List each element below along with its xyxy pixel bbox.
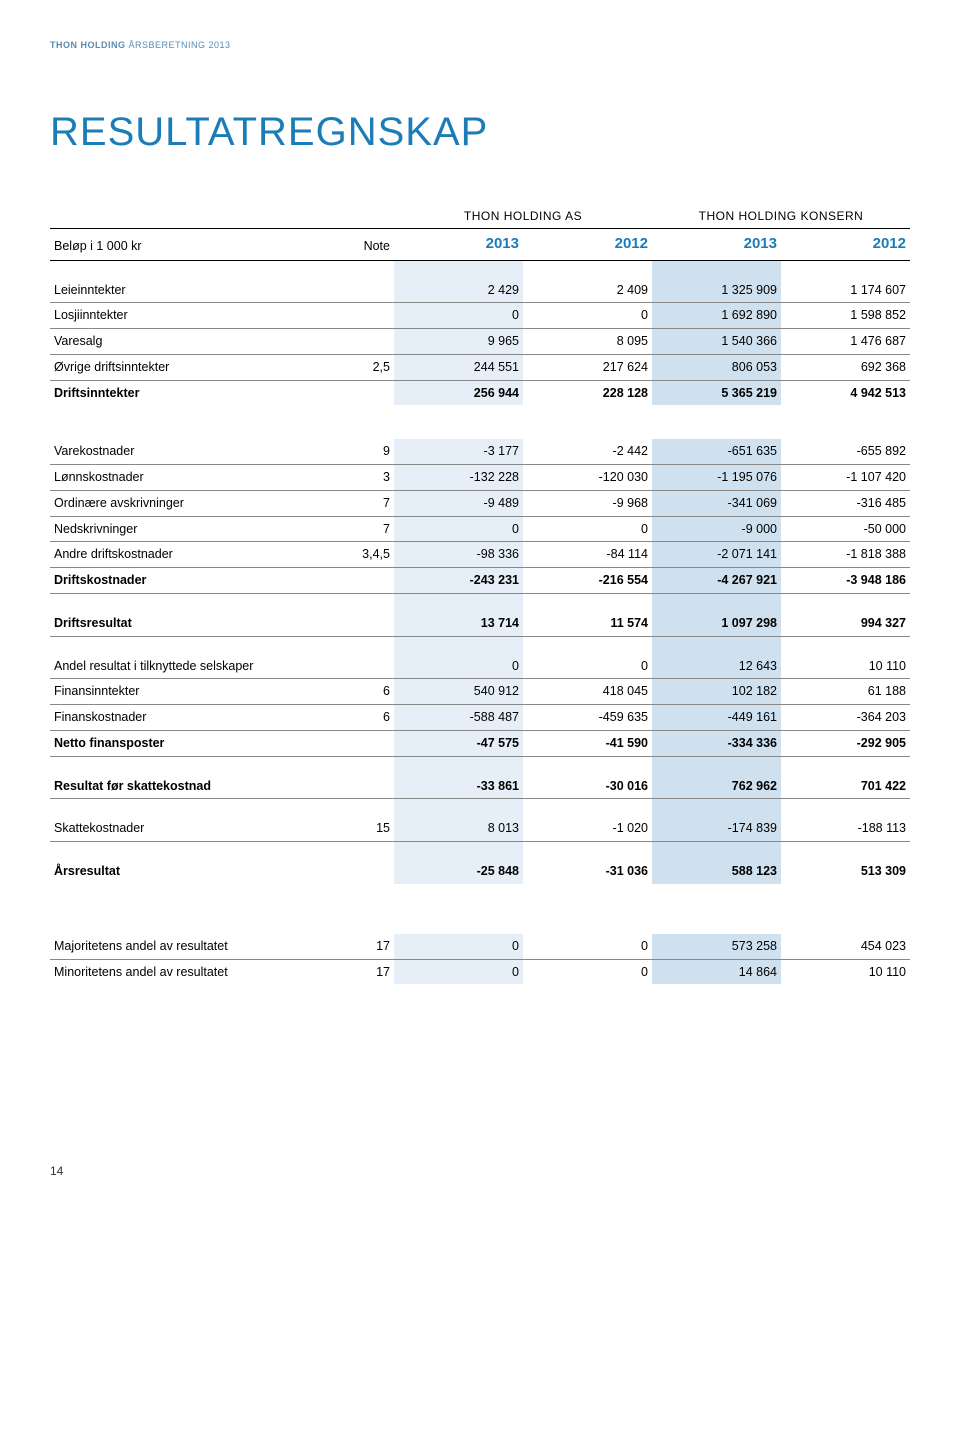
doc-header-suffix: ÅRSBERETNING 2013 [129,40,231,50]
row-finansinntekter: Finansinntekter 6 540 912 418 045 102 18… [50,679,910,705]
doc-header: THON HOLDING ÅRSBERETNING 2013 [50,40,910,50]
row-minoritet: Minoritetens andel av resultatet 17 0 0 … [50,959,910,984]
page-title: RESULTATREGNSKAP [50,110,910,155]
row-leieinntekter: Leieinntekter 2 429 2 409 1 325 909 1 17… [50,260,910,303]
col-2012-b: 2012 [781,229,910,261]
row-driftsresultat: Driftsresultat 13 714 11 574 1 097 298 9… [50,593,910,636]
doc-header-brand: THON HOLDING [50,40,126,50]
row-skattekostnader: Skattekostnader 15 8 013 -1 020 -174 839… [50,799,910,842]
income-statement-table: THON HOLDING AS THON HOLDING KONSERN Bel… [50,195,910,984]
table-group-header: THON HOLDING AS THON HOLDING KONSERN [50,195,910,229]
group-konsern: THON HOLDING KONSERN [652,195,910,229]
row-ovrige: Øvrige driftsinntekter 2,5 244 551 217 6… [50,354,910,380]
col-2013-a: 2013 [394,229,523,261]
row-lonn: Lønnskostnader 3 -132 228 -120 030 -1 19… [50,465,910,491]
row-varesalg: Varesalg 9 965 8 095 1 540 366 1 476 687 [50,329,910,355]
page-number: 14 [50,1164,910,1178]
row-andre: Andre driftskostnader 3,4,5 -98 336 -84 … [50,542,910,568]
table-year-header: Beløp i 1 000 kr Note 2013 2012 2013 201… [50,229,910,261]
row-losjiinntekter: Losjiinntekter 0 0 1 692 890 1 598 852 [50,303,910,329]
row-finanskostnader: Finanskostnader 6 -588 487 -459 635 -449… [50,705,910,731]
row-ordinare: Ordinære avskrivninger 7 -9 489 -9 968 -… [50,490,910,516]
row-majoritet: Majoritetens andel av resultatet 17 0 0 … [50,934,910,959]
col-note: Note [342,229,394,261]
row-resultat-for-skatt: Resultat før skattekostnad -33 861 -30 0… [50,756,910,799]
group-as: THON HOLDING AS [394,195,652,229]
row-netto-finans: Netto finansposter -47 575 -41 590 -334 … [50,730,910,756]
row-driftskostnader: Driftskostnader -243 231 -216 554 -4 267… [50,568,910,594]
row-varekostnader: Varekostnader 9 -3 177 -2 442 -651 635 -… [50,439,910,464]
col-belop: Beløp i 1 000 kr [50,229,342,261]
col-2013-b: 2013 [652,229,781,261]
row-driftsinntekter: Driftsinntekter 256 944 228 128 5 365 21… [50,380,910,405]
row-arsresultat: Årsresultat -25 848 -31 036 588 123 513 … [50,842,910,884]
col-2012-a: 2012 [523,229,652,261]
row-andel: Andel resultat i tilknyttede selskaper 0… [50,636,910,679]
row-nedskriv: Nedskrivninger 7 0 0 -9 000 -50 000 [50,516,910,542]
